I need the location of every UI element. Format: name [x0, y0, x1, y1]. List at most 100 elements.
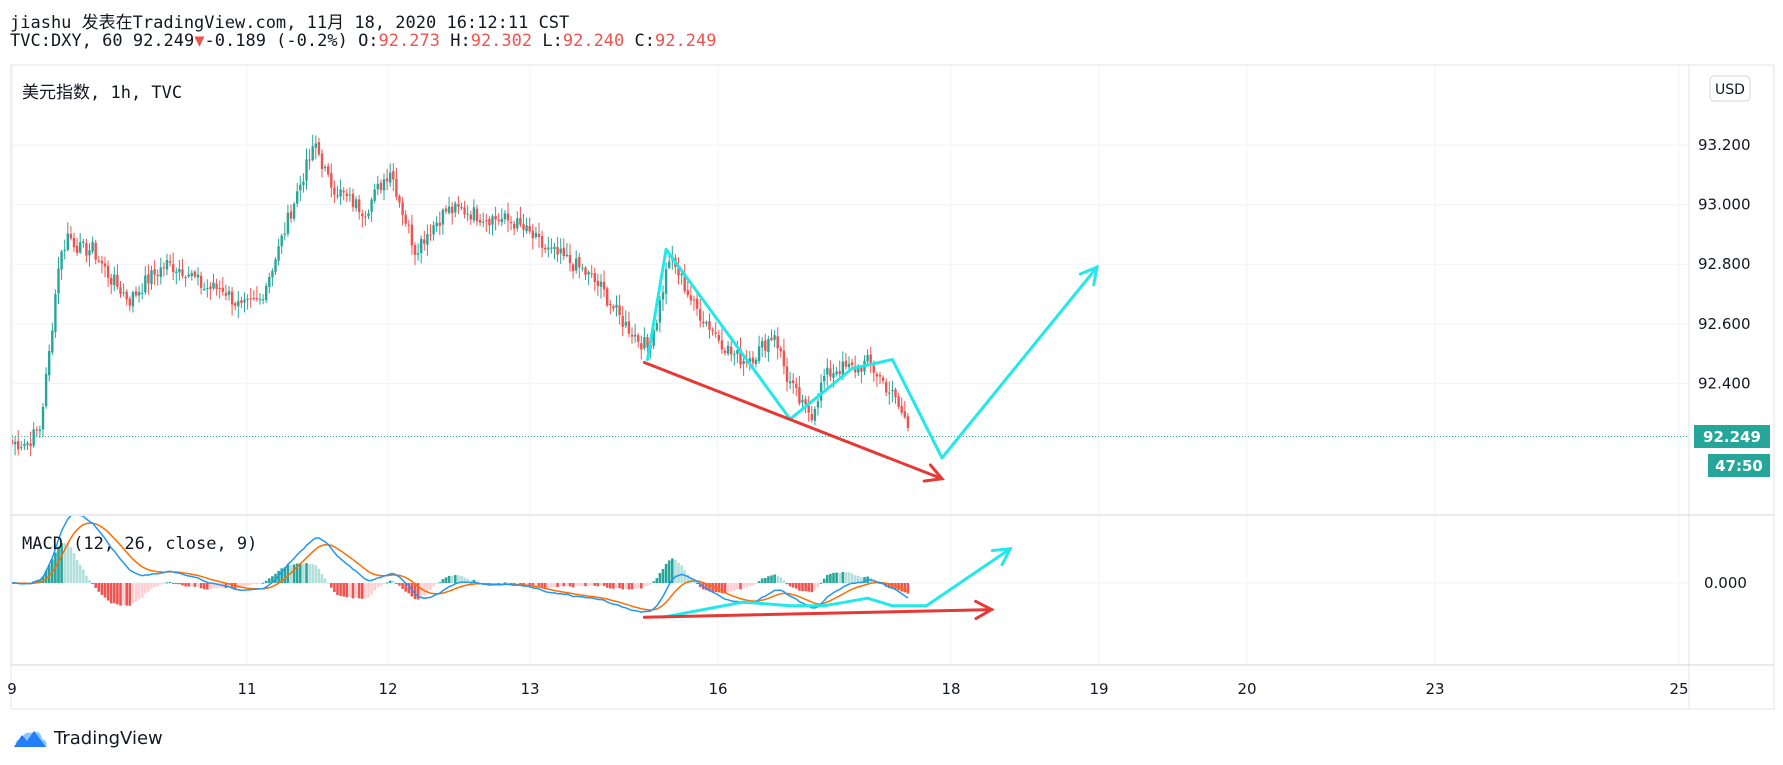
candle-body — [215, 283, 218, 289]
macd-bar — [630, 583, 634, 590]
price-tick-label: 93.000 — [1698, 196, 1751, 214]
candle-body — [342, 190, 345, 193]
macd-bar — [624, 583, 628, 589]
macd-bar — [791, 583, 795, 588]
macd-line — [12, 516, 909, 613]
macd-bar — [726, 583, 730, 593]
cyan-trendline-arrowhead — [1078, 264, 1099, 287]
candle-body — [398, 196, 401, 203]
candle-body — [646, 337, 649, 348]
candle-body — [230, 291, 234, 305]
macd-bar — [404, 583, 407, 592]
candle-body — [44, 373, 48, 407]
macd-bar — [847, 572, 851, 583]
candle-body — [599, 281, 603, 287]
candle-body — [209, 286, 212, 290]
candle-body — [730, 346, 733, 355]
candle-body — [872, 365, 875, 373]
candle-body — [708, 321, 711, 330]
candle-body — [807, 405, 810, 413]
macd-bar — [44, 570, 48, 583]
macd-bar — [764, 578, 767, 583]
candle-body — [35, 429, 38, 431]
macd-bar — [742, 583, 745, 589]
candle-body — [819, 382, 823, 401]
price-change: -0.189 (-0.2%) — [204, 31, 348, 51]
macd-bar — [643, 583, 646, 587]
candle-body — [407, 224, 410, 226]
macd-bar — [277, 570, 280, 583]
price-tick-label: 92.600 — [1698, 315, 1751, 333]
candle-body — [110, 277, 113, 285]
candle-body — [280, 235, 283, 247]
macd-bar — [364, 583, 367, 599]
macd-bar — [804, 583, 807, 592]
macd-bar — [674, 559, 677, 583]
candle-body — [385, 178, 389, 182]
countdown-badge — [1708, 454, 1770, 477]
candle-body — [788, 381, 792, 384]
candle-body — [748, 358, 751, 363]
candle-body — [782, 350, 786, 367]
price-tick-label: 92.400 — [1698, 374, 1751, 392]
low-value: 92.240 — [562, 31, 625, 51]
candle-body — [54, 294, 57, 332]
tradingview-logo[interactable]: TradingView — [12, 727, 163, 749]
candle-body — [156, 274, 159, 276]
macd-bar — [627, 583, 631, 590]
candle-body — [754, 359, 758, 365]
candle-body — [776, 336, 779, 349]
candle-body — [237, 301, 240, 307]
macd-bar — [729, 583, 733, 592]
candle-body — [531, 230, 534, 239]
macd-bar — [150, 583, 153, 589]
macd-bar — [196, 583, 200, 587]
macd-bar — [860, 577, 863, 583]
macd-bar — [283, 567, 287, 583]
macd-bar — [249, 583, 252, 585]
macd-bar — [100, 583, 104, 595]
candle-body — [559, 248, 562, 254]
macd-bar — [38, 579, 42, 583]
macd-bar — [295, 563, 299, 583]
candle-body — [615, 304, 618, 308]
candle-body — [51, 330, 54, 353]
candle-body — [711, 329, 714, 332]
macd-bar — [401, 583, 404, 589]
candle-body — [240, 300, 243, 304]
candle-body — [621, 315, 624, 327]
macd-bar — [159, 583, 163, 585]
macd-bar — [246, 583, 249, 586]
macd-bar — [153, 583, 156, 588]
macd-bar — [543, 583, 547, 589]
candle-body — [336, 195, 339, 197]
candle-body — [196, 274, 200, 278]
currency-button[interactable] — [1709, 75, 1751, 102]
candle-body — [181, 269, 184, 276]
macd-bar — [853, 575, 857, 583]
candle-body — [172, 264, 175, 273]
macd-bar — [116, 583, 119, 605]
time-tick-label: 20 — [1237, 680, 1256, 698]
candle-body — [801, 399, 804, 403]
candle-body — [677, 267, 680, 276]
candle-body — [885, 381, 888, 393]
logo-text: TradingView — [54, 727, 163, 749]
candle-body — [159, 267, 162, 277]
candle-body — [829, 368, 832, 377]
macd-bar — [661, 569, 665, 583]
candle-body — [581, 267, 584, 269]
candle-body — [519, 217, 522, 225]
candle-body — [379, 182, 383, 191]
candle-body — [82, 241, 85, 243]
candle-body — [420, 238, 423, 254]
candle-body — [125, 291, 128, 300]
candle-body — [881, 377, 885, 381]
macd-bar — [599, 583, 603, 586]
macd-bar — [320, 574, 324, 583]
macd-bar — [664, 563, 668, 583]
candle-body — [128, 298, 131, 306]
candle-body — [367, 213, 370, 217]
macd-bar — [574, 583, 578, 587]
